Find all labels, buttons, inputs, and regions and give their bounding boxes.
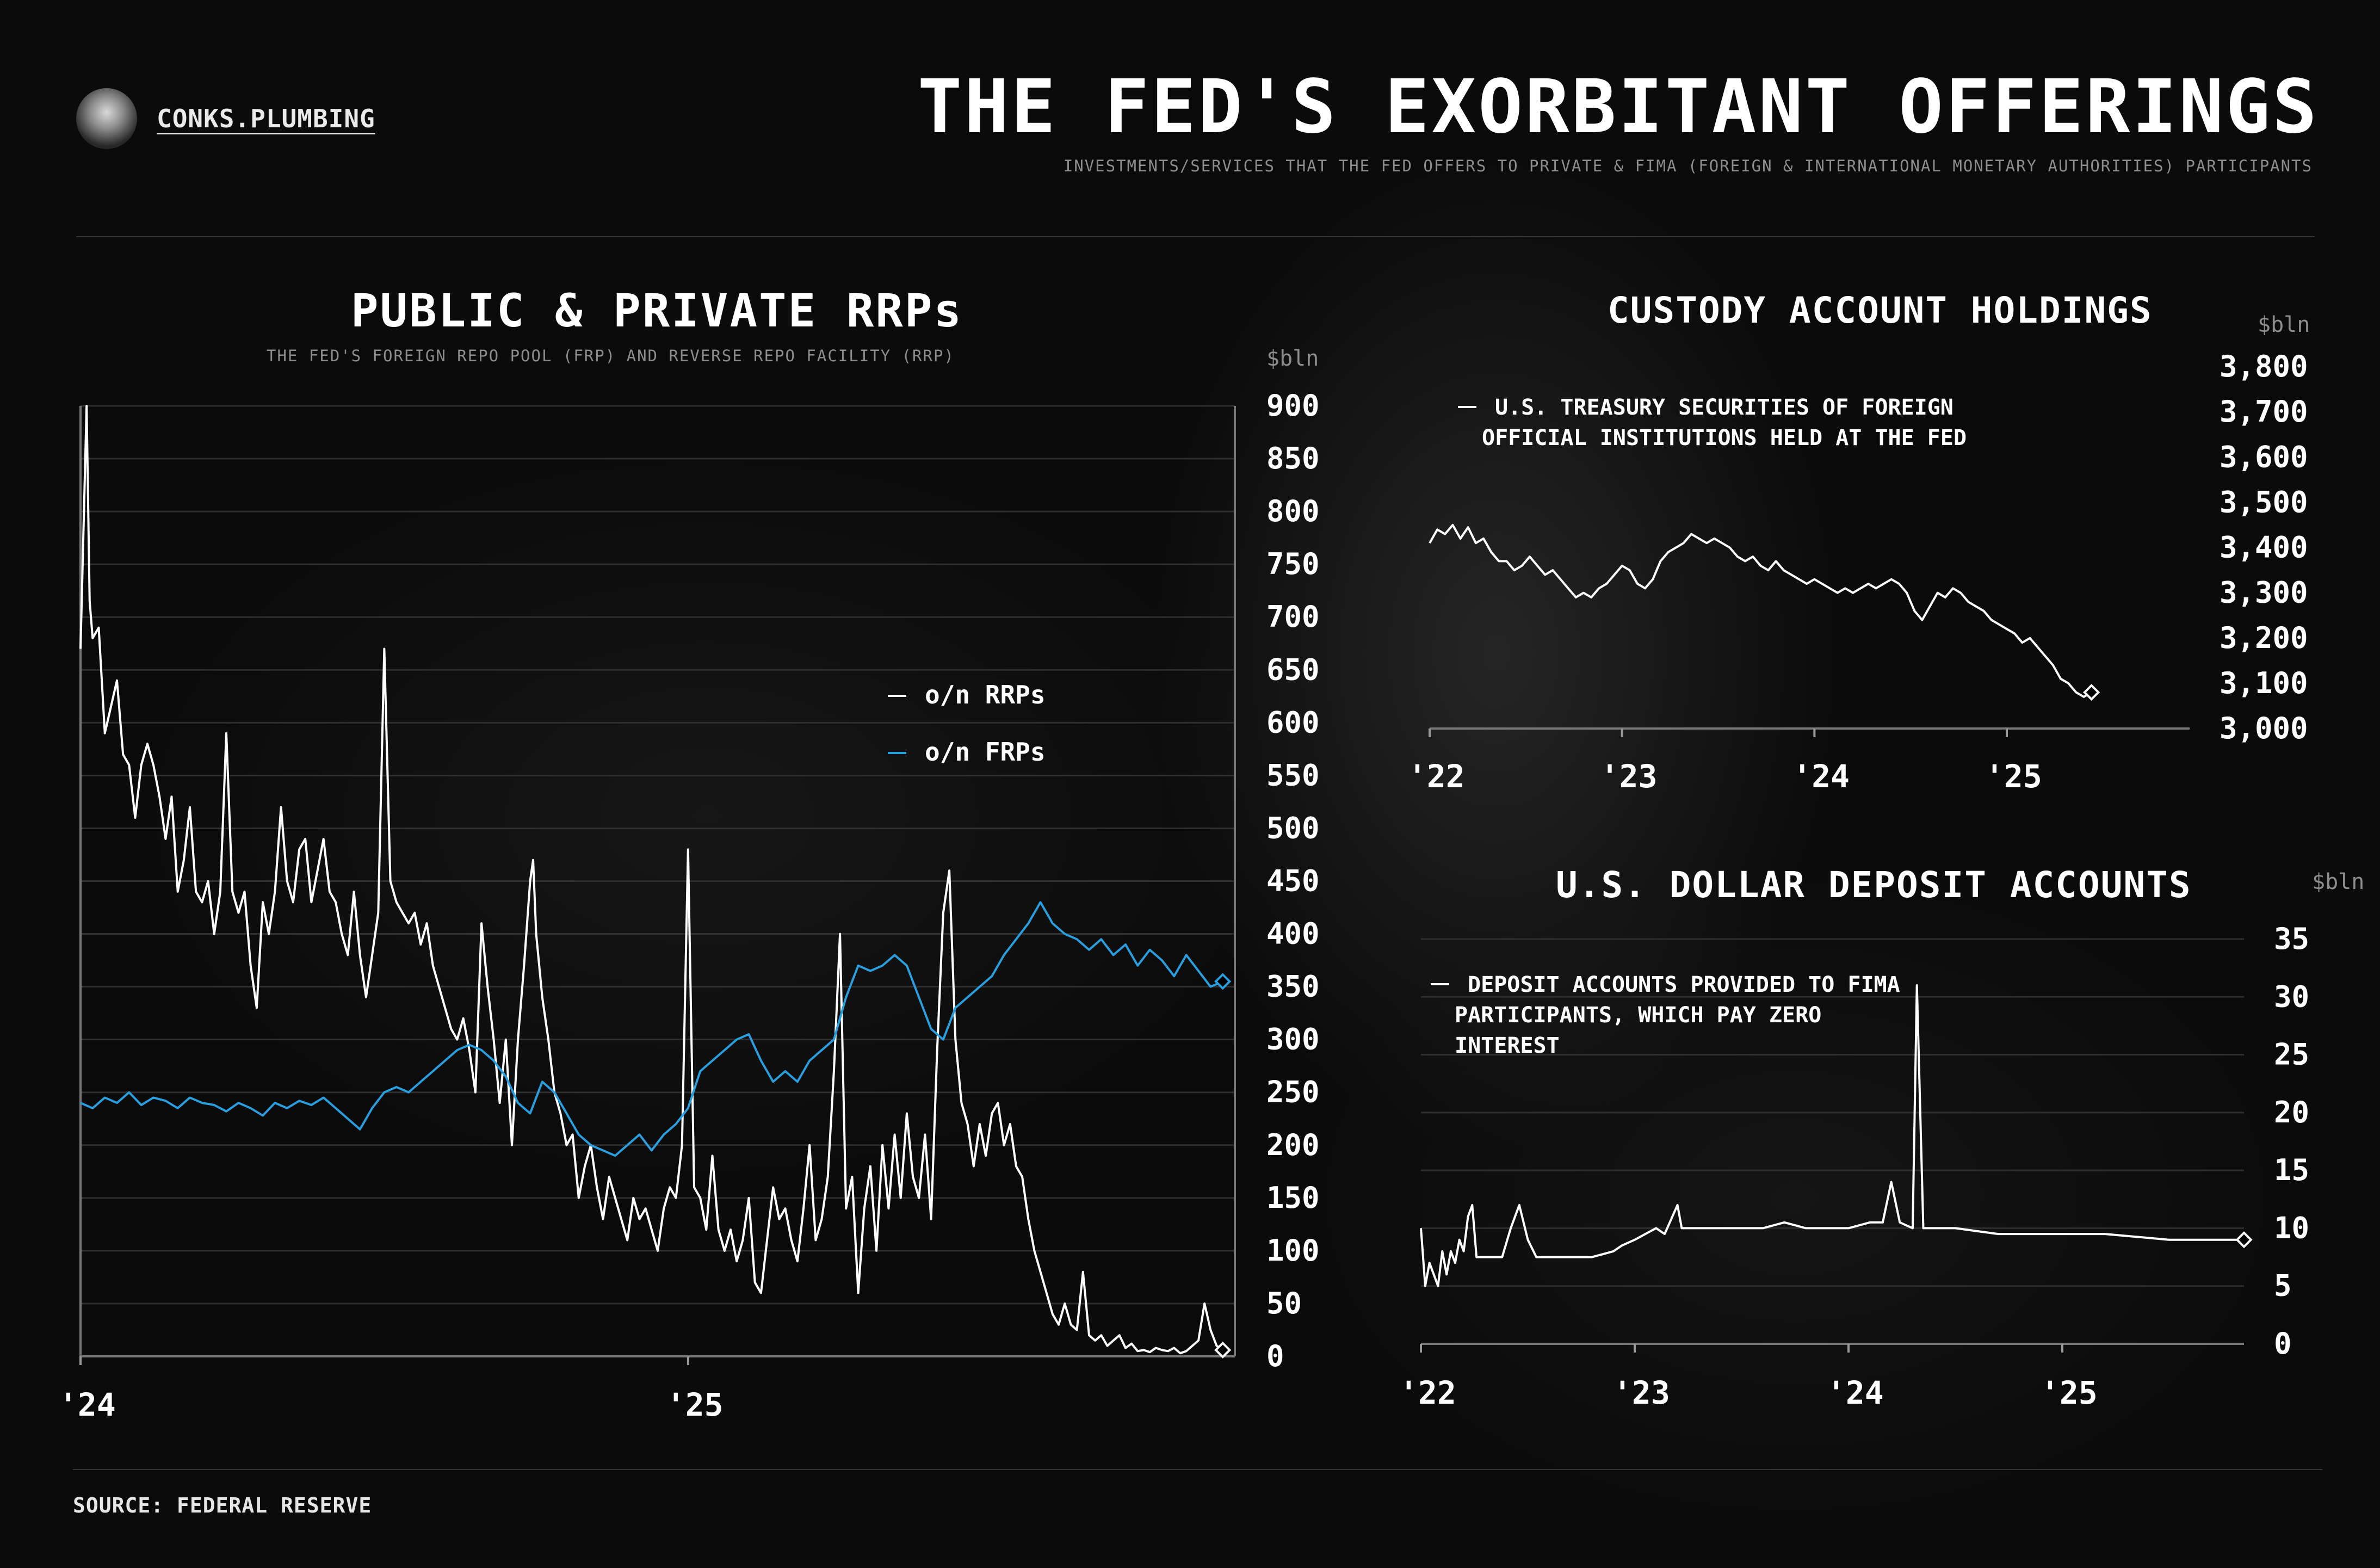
rrp-y-tick-label: 700: [1266, 600, 1320, 634]
custody-x-tick-label: '24: [1792, 758, 1850, 795]
deposits-y-tick-label: 0: [2274, 1326, 2292, 1361]
custody-y-tick-label: 3,100: [2220, 666, 2308, 700]
avatar: [76, 88, 137, 149]
deposits-y-tick-label: 15: [2274, 1153, 2309, 1187]
rrp-x-tick-label: '25: [666, 1386, 724, 1423]
deposits-series-line-0: [1420, 984, 2244, 1287]
deposits-y-tick-label: 5: [2274, 1269, 2292, 1303]
rrp-y-tick-label: 850: [1266, 441, 1320, 476]
custody-y-tick-label: 3,400: [2220, 530, 2308, 565]
custody-series-line-0: [1429, 523, 2092, 698]
rrp-y-tick-label: 200: [1266, 1128, 1320, 1162]
source-note: SOURCE: FEDERAL RESERVE: [73, 1493, 372, 1517]
deposits-unit-label: $bln: [2312, 869, 2364, 894]
rrp-y-tick-label: 800: [1266, 494, 1320, 528]
header-divider: [76, 236, 2315, 237]
rrp-y-tick-label: 400: [1266, 917, 1320, 951]
rrp-series-end-marker-1: [1214, 973, 1232, 990]
brand[interactable]: CONKS.PLUMBING: [76, 88, 375, 149]
rrp-y-tick-label: 500: [1266, 811, 1320, 845]
deposits-x-tick-label: '23: [1613, 1374, 1670, 1411]
custody-legend-label: U.S. TREASURY SECURITIES OF FOREIGN: [1495, 395, 1954, 420]
custody-y-tick-label: 3,700: [2220, 394, 2308, 429]
rrp-chart-title: PUBLIC & PRIVATE RRPs: [351, 284, 963, 337]
deposits-y-tick-label: 35: [2274, 922, 2309, 956]
custody-x-tick-label: '22: [1408, 758, 1465, 795]
rrp-chart-subtitle: THE FED'S FOREIGN REPO POOL (FRP) AND RE…: [267, 347, 955, 365]
rrp-y-tick-label: 750: [1266, 547, 1320, 581]
rrp-y-tick-label: 600: [1266, 705, 1320, 739]
rrp-series-end-marker-0: [1214, 1341, 1232, 1359]
rrp-y-tick-label: 450: [1266, 864, 1320, 898]
deposits-chart-title: U.S. DOLLAR DEPOSIT ACCOUNTS: [1556, 864, 2192, 906]
rrp-series-line-1: [80, 901, 1223, 1157]
deposits-legend-label: DEPOSIT ACCOUNTS PROVIDED TO FIMA: [1468, 972, 1900, 997]
custody-chart-title: CUSTODY ACCOUNT HOLDINGS: [1608, 289, 2153, 331]
custody-legend-label: OFFICIAL INSTITUTIONS HELD AT THE FED: [1482, 425, 1967, 450]
deposits-series-end-marker-0: [2235, 1231, 2253, 1249]
rrp-y-tick-label: 150: [1266, 1181, 1320, 1215]
custody-x-tick-label: '25: [1985, 758, 2042, 795]
page-subtitle: INVESTMENTS/SERVICES THAT THE FED OFFERS…: [1063, 157, 2313, 175]
custody-unit-label: $bln: [2258, 312, 2310, 337]
rrp-legend-label: o/n FRPs: [925, 737, 1046, 767]
custody-y-tick-label: 3,000: [2220, 711, 2308, 745]
rrp-y-tick-label: 100: [1266, 1233, 1320, 1268]
custody-y-tick-label: 3,200: [2220, 621, 2308, 655]
deposits-y-tick-label: 30: [2274, 979, 2309, 1014]
deposits-y-tick-label: 25: [2274, 1038, 2309, 1072]
deposits-y-tick-label: 20: [2274, 1095, 2309, 1129]
rrp-y-tick-label: 550: [1266, 758, 1320, 792]
footer-divider: [73, 1469, 2322, 1470]
custody-series-end-marker-0: [2083, 683, 2100, 701]
deposits-x-tick-label: '24: [1827, 1374, 1884, 1411]
rrp-legend-label: o/n RRPs: [925, 680, 1046, 709]
deposits-legend-label: PARTICIPANTS, WHICH PAY ZERO: [1455, 1003, 1821, 1028]
rrp-x-tick-label: '24: [59, 1386, 116, 1423]
deposits-x-tick-label: '22: [1399, 1374, 1456, 1411]
deposits-x-tick-label: '25: [2041, 1374, 2098, 1411]
custody-x-tick-label: '23: [1600, 758, 1658, 795]
page-title: THE FED'S EXORBITANT OFFERINGS: [917, 64, 2319, 150]
rrp-y-tick-label: 0: [1266, 1339, 1284, 1373]
custody-y-tick-label: 3,800: [2220, 349, 2308, 384]
deposits-y-tick-label: 10: [2274, 1211, 2309, 1245]
rrp-unit-label: $bln: [1266, 346, 1319, 371]
deposits-legend-label: INTEREST: [1455, 1033, 1560, 1058]
rrp-y-tick-label: 350: [1266, 970, 1320, 1004]
custody-y-tick-label: 3,600: [2220, 440, 2308, 474]
brand-name[interactable]: CONKS.PLUMBING: [157, 104, 375, 133]
rrp-y-tick-label: 900: [1266, 388, 1320, 423]
rrp-y-tick-label: 50: [1266, 1286, 1302, 1320]
custody-y-tick-label: 3,500: [2220, 485, 2308, 519]
rrp-y-tick-label: 250: [1266, 1075, 1320, 1109]
rrp-y-tick-label: 300: [1266, 1022, 1320, 1057]
rrp-y-tick-label: 650: [1266, 652, 1320, 687]
custody-y-tick-label: 3,300: [2220, 576, 2308, 610]
rrp-series-line-0: [79, 405, 1223, 1355]
